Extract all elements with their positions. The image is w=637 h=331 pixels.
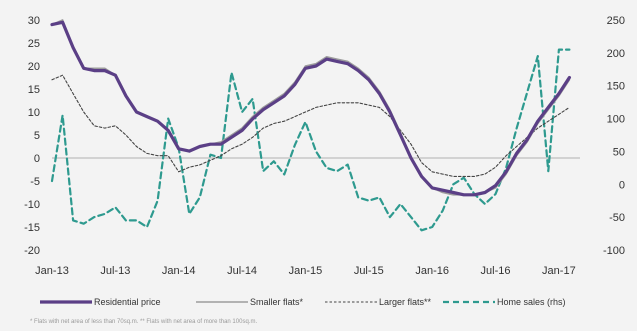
x-tick-label: Jul-15 [354,265,384,277]
x-tick-label: Jan-13 [35,265,69,277]
x-tick-label: Jul-13 [100,265,130,277]
x-tick-label: Jan-17 [542,265,576,277]
x-tick-label: Jan-16 [415,265,449,277]
series-group [50,19,571,232]
x-tick-label: Jan-14 [162,265,196,277]
x-tick-label: Jul-14 [227,265,257,277]
legend-label: Smaller flats* [250,297,304,307]
y-right-tick-label: 200 [607,48,625,60]
y-left-tick-label: 30 [28,15,40,27]
y-left-tick-label: -5 [30,176,40,188]
y-left-tick-label: -10 [24,199,40,211]
y-left-tick-label: 15 [28,84,40,96]
legend-label: Home sales (rhs) [497,297,566,307]
y-right-tick-label: -100 [603,245,625,257]
y-left-tick-label: 25 [28,38,40,50]
series-line-home-sales-rhs [50,48,571,232]
y-left-tick-label: -15 [24,222,40,234]
y-axis-left-ticks: -20 -15 -10 -5 0 5 10 15 20 25 30 [24,15,40,257]
y-axis-right-ticks: -100 -50 0 50 100 150 200 250 [603,15,625,257]
x-axis-ticks: Jan-13 Jul-13 Jan-14 Jul-14 Jan-15 Jul-15 Jan-… [35,265,576,277]
x-tick-label: Jul-16 [481,265,511,277]
footnote: * Flats with net area of less than 70sq.… [30,319,258,325]
y-left-tick-label: 5 [34,130,40,142]
y-right-tick-label: 100 [607,114,625,126]
y-left-tick-label: 10 [28,107,40,119]
legend-label: Residential price [94,297,161,307]
y-left-tick-label: 0 [34,153,40,165]
series-line-smaller-flats [51,19,571,196]
y-right-tick-label: 0 [619,179,625,191]
y-right-tick-label: 250 [607,15,625,27]
y-right-tick-label: 150 [607,81,625,93]
y-left-tick-label: -20 [24,245,40,257]
legend-label: Larger flats** [379,297,432,307]
y-right-tick-label: 50 [613,146,625,158]
series-line-larger-flats [51,74,570,177]
y-right-tick-label: -50 [609,212,625,224]
legend: Residential price Smaller flats* Larger fl… [40,297,566,307]
x-tick-label: Jan-15 [289,265,323,277]
series-line-residential-price [50,20,571,197]
y-left-tick-label: 20 [28,61,40,73]
